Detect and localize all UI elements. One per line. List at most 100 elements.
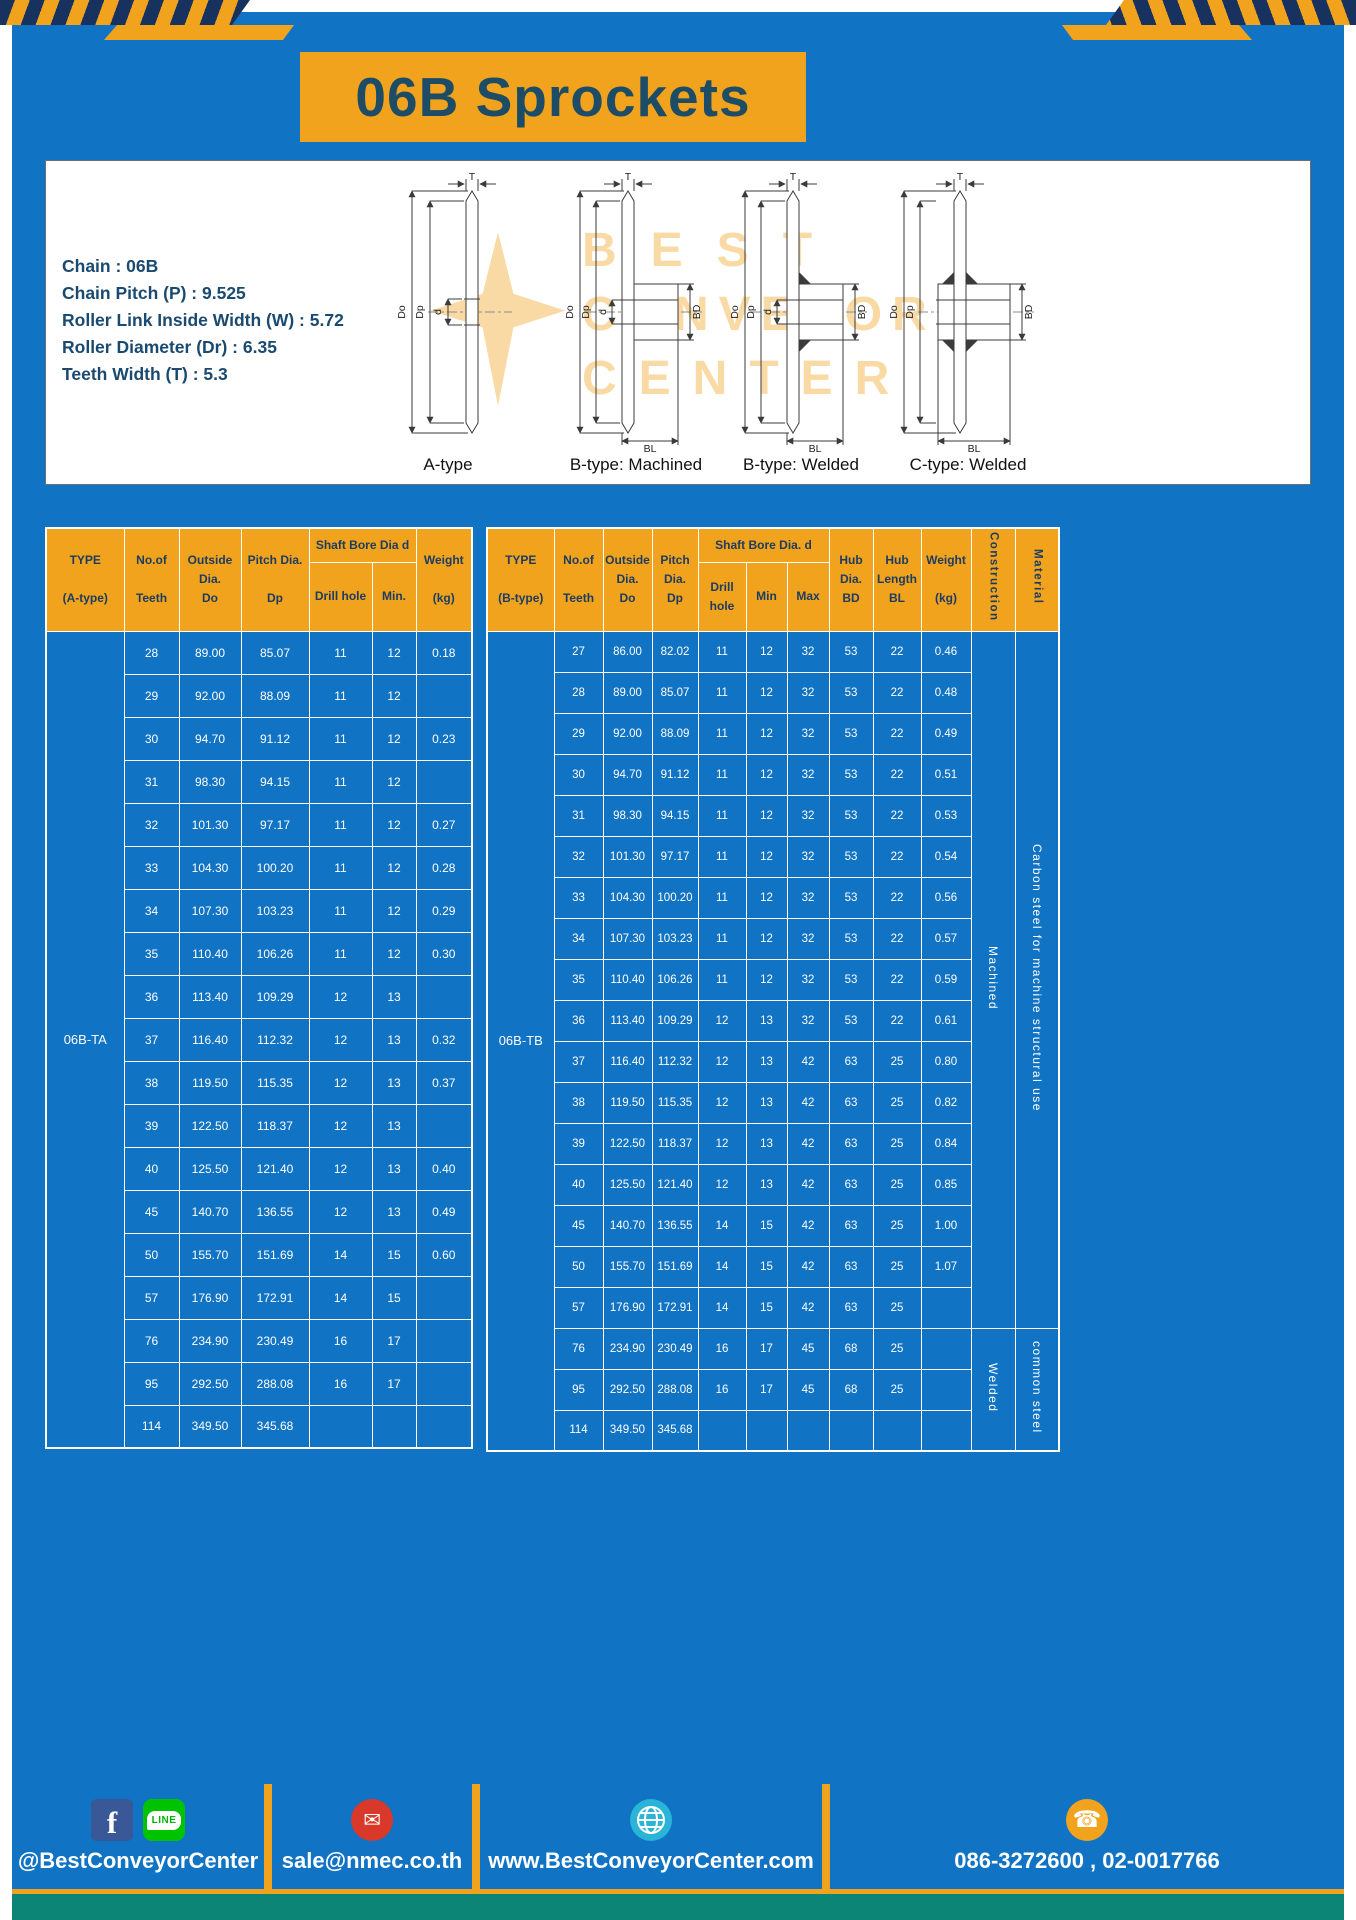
data-cell: 22 (872, 712, 922, 755)
data-cell: 25 (872, 1163, 922, 1206)
data-cell: 89.00 (602, 671, 653, 714)
table-row: 50 155.70 151.69 14 15 42 63 25 1.07 (487, 1245, 1059, 1288)
envelope-glyph: ✉ (363, 1808, 381, 1832)
dim-label-d: d (432, 309, 444, 315)
table-row: 45 140.70 136.55 12 13 0.49 (46, 1189, 473, 1234)
data-cell: 106.26 (240, 931, 310, 976)
footer-phone-text: 086-3272600 , 02-0017766 (954, 1848, 1220, 1873)
data-cell (828, 1409, 874, 1452)
data-cell: 32 (786, 917, 830, 960)
type-value-cell: 06B-TA (45, 630, 125, 1449)
table-row: 40 125.50 121.40 12 13 0.40 (46, 1146, 473, 1191)
dim-label-dp: Dp (580, 305, 592, 319)
table-row: 30 94.70 91.12 11 12 0.23 (46, 716, 473, 761)
data-cell: 140.70 (178, 1189, 242, 1234)
data-cell: 45 (123, 1189, 180, 1234)
data-cell: 22 (872, 958, 922, 1001)
data-cell (415, 1361, 473, 1406)
data-cell: 176.90 (602, 1286, 653, 1329)
data-cell: 11 (697, 671, 747, 714)
hazard-stripe-top-left-icon (0, 0, 250, 25)
data-cell: 38 (553, 1081, 604, 1124)
data-cell: 22 (872, 917, 922, 960)
table-b-type: TYPE (B-type) No.of Teeth Outside Dia. D… (486, 527, 1060, 1452)
data-cell: 101.30 (178, 802, 242, 847)
data-cell (920, 1409, 972, 1452)
data-cell: 97.17 (651, 835, 699, 878)
data-cell: 22 (872, 630, 922, 673)
material-cell-label: Carbon steel for machine structural use (1029, 844, 1044, 1112)
data-cell: 29 (123, 673, 180, 718)
data-cell: 85.07 (651, 671, 699, 714)
globe-icon (630, 1799, 672, 1841)
header-weight: Weight (kg) (415, 527, 473, 632)
data-cell: 288.08 (651, 1368, 699, 1411)
data-cell: 13 (371, 1146, 417, 1191)
data-cell: 63 (828, 1040, 874, 1083)
data-cell: 32 (786, 630, 830, 673)
data-cell: 25 (872, 1040, 922, 1083)
data-cell: 12 (697, 1040, 747, 1083)
data-cell: 114 (123, 1404, 180, 1449)
data-cell: 234.90 (602, 1327, 653, 1370)
table-row: 114 349.50 345.68 (487, 1409, 1059, 1452)
data-cell: 63 (828, 1122, 874, 1165)
data-cell: 32 (786, 753, 830, 796)
construction-cell: Welded (970, 1327, 1016, 1452)
table-row: 45 140.70 136.55 14 15 42 63 25 1.00 (487, 1204, 1059, 1247)
construction-cell: Machined (970, 630, 1016, 1329)
data-cell: 11 (308, 759, 373, 804)
data-cell: 22 (872, 835, 922, 878)
data-cell: 76 (553, 1327, 604, 1370)
data-cell: 12 (371, 802, 417, 847)
drawing-label: B-type: Machined (569, 455, 703, 474)
drawing-label: A-type (423, 455, 473, 474)
data-cell (786, 1409, 830, 1452)
data-cell: 32 (786, 671, 830, 714)
phone-icon: ☎ (1066, 1799, 1108, 1841)
data-cell: 12 (745, 753, 788, 796)
table-row: 06B-TA 28 89.00 85.07 11 12 0.18 (45, 630, 473, 1449)
dim-label-d: d (762, 309, 774, 315)
data-cell: 13 (371, 1060, 417, 1105)
data-cell: 12 (745, 671, 788, 714)
header-hub-dia: Hub Dia. BD (828, 527, 874, 632)
data-cell: 82.02 (651, 630, 699, 673)
footer: f LINE @BestConveyorCenter ✉ sale@nmec.c… (12, 1784, 1344, 1894)
sprocket-drawing-c-type-welded: T Do Dp BD BL C-type: Welded (882, 171, 1054, 475)
data-cell: 32 (553, 835, 604, 878)
data-cell (920, 1286, 972, 1329)
header-shaft-bore-group: Shaft Bore Dia d (308, 527, 417, 563)
data-cell: 12 (308, 1189, 373, 1234)
data-cell: 53 (828, 794, 874, 837)
spec-line: Chain : 06B (62, 256, 159, 276)
data-cell: 15 (745, 1245, 788, 1288)
data-cell: 345.68 (651, 1409, 699, 1452)
data-cell: 0.85 (920, 1163, 972, 1206)
data-cell: 12 (308, 1103, 373, 1148)
table-row: 29 92.00 88.09 11 12 (46, 673, 473, 718)
dim-label-bl: BL (809, 443, 822, 453)
data-cell: 68 (828, 1368, 874, 1411)
data-cell: 38 (123, 1060, 180, 1105)
title-banner: 06B Sprockets (300, 52, 806, 142)
data-cell: 32 (786, 876, 830, 919)
data-cell: 0.59 (920, 958, 972, 1001)
data-cell: 12 (308, 1146, 373, 1191)
data-cell: 14 (697, 1245, 747, 1288)
data-cell: 33 (123, 845, 180, 890)
data-cell: 37 (553, 1040, 604, 1083)
data-cell: 94.70 (602, 753, 653, 796)
data-cell: 22 (872, 671, 922, 714)
table-row: 76 234.90 230.49 16 17 45 68 25 Welded common ste… (487, 1327, 1060, 1452)
table-row: 38 119.50 115.35 12 13 42 63 25 0.82 (487, 1081, 1059, 1124)
dim-label-do: Do (396, 305, 408, 319)
data-cell: 22 (872, 753, 922, 796)
drawing-panel: BEST CONVEYOR CENTER Chain : 06B Chain P… (45, 160, 1311, 485)
dim-label-do: Do (729, 305, 741, 319)
data-cell: 17 (745, 1368, 788, 1411)
data-cell (415, 1318, 473, 1363)
data-cell: 35 (123, 931, 180, 976)
data-cell: 1.00 (920, 1204, 972, 1247)
data-cell: 16 (308, 1318, 373, 1363)
